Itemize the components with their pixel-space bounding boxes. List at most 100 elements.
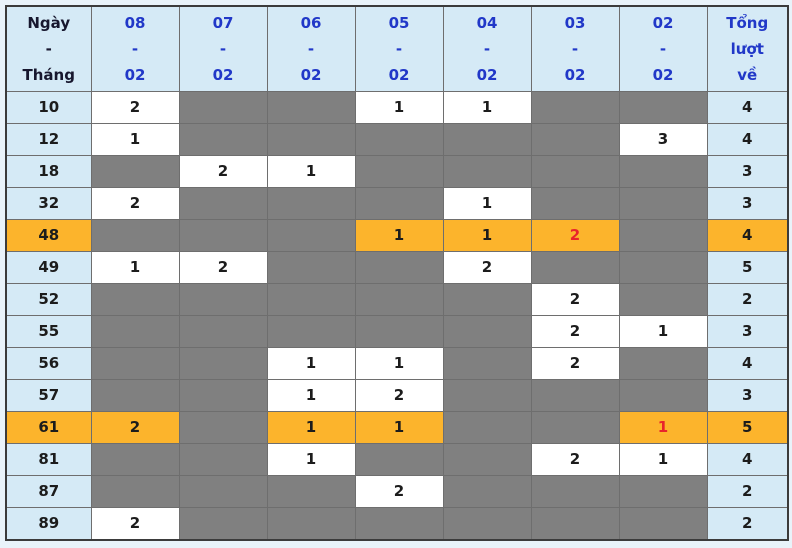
total-cell-32: 3 [706, 186, 789, 220]
header-row: Ngày - Tháng 08-02 07-02 06-02 05-02 04-02 03-02… [5, 5, 789, 92]
table-row-89: 89 2 2 [5, 506, 789, 541]
empty-cell-10-06-02 [266, 91, 356, 124]
count-cell-61-05-02: 1 [354, 410, 444, 444]
column-header-08-02-line: - [131, 40, 139, 58]
empty-cell-12-06-02 [266, 122, 356, 156]
empty-cell-81-04-02 [442, 442, 532, 476]
column-header-05-02-line: 05 [388, 14, 410, 32]
column-header-06-02-line: 06 [300, 14, 322, 32]
empty-cell-52-04-02 [442, 282, 532, 316]
empty-cell-48-07-02 [178, 218, 268, 252]
empty-cell-18-05-02 [354, 154, 444, 188]
column-header-05-02-line: 02 [388, 66, 410, 84]
empty-cell-12-07-02 [178, 122, 268, 156]
empty-cell-49-03-02 [530, 250, 620, 284]
empty-cell-56-02-02 [618, 346, 708, 380]
column-header-04-02-line: 04 [476, 14, 498, 32]
empty-cell-10-03-02 [530, 91, 620, 124]
empty-cell-49-02-02 [618, 250, 708, 284]
empty-cell-32-03-02 [530, 186, 620, 220]
count-cell-48-03-02: 2 [530, 218, 620, 252]
total-cell-12: 4 [706, 122, 789, 156]
table-row-48: 48 1 1 2 4 [5, 218, 789, 252]
table-row-87: 87 2 2 [5, 474, 789, 508]
empty-cell-57-04-02 [442, 378, 532, 412]
column-header-02-02-line: - [659, 40, 667, 58]
table-row-18: 18 2 1 3 [5, 154, 789, 188]
column-header-tong-luot-ve-line: lượt [730, 40, 764, 58]
empty-cell-55-07-02 [178, 314, 268, 348]
empty-cell-52-05-02 [354, 282, 444, 316]
column-header-tong-luot-ve-line: Tổng [726, 14, 769, 32]
empty-cell-57-08-02 [90, 378, 180, 412]
count-cell-10-05-02: 1 [354, 91, 444, 124]
row-label-87: 87 [5, 474, 92, 508]
lottery-frequency-table: Ngày - Tháng 08-02 07-02 06-02 05-02 04-02 03-02… [5, 5, 789, 541]
column-header-06-02-line: 02 [300, 66, 322, 84]
table-row-56: 56 1 1 2 4 [5, 346, 789, 380]
empty-cell-56-08-02 [90, 346, 180, 380]
empty-cell-57-02-02 [618, 378, 708, 412]
count-cell-10-08-02: 2 [90, 91, 180, 124]
empty-cell-10-02-02 [618, 91, 708, 124]
column-header-04-02: 04 - 02 [442, 5, 532, 92]
row-label-61: 61 [5, 410, 92, 444]
count-cell-56-05-02: 1 [354, 346, 444, 380]
empty-cell-52-06-02 [266, 282, 356, 316]
column-header-08-02: 08 - 02 [90, 5, 180, 92]
empty-cell-52-02-02 [618, 282, 708, 316]
empty-cell-56-04-02 [442, 346, 532, 380]
table-row-49: 49 1 2 2 5 [5, 250, 789, 284]
empty-cell-87-07-02 [178, 474, 268, 508]
empty-cell-81-05-02 [354, 442, 444, 476]
empty-cell-81-08-02 [90, 442, 180, 476]
table-row-55: 55 2 1 3 [5, 314, 789, 348]
column-header-04-02-line: 02 [476, 66, 498, 84]
empty-cell-55-06-02 [266, 314, 356, 348]
column-header-06-02: 06 - 02 [266, 5, 356, 92]
count-cell-56-06-02: 1 [266, 346, 356, 380]
column-header-ngay-thang-line: - [45, 40, 52, 58]
table-header: Ngày - Tháng 08-02 07-02 06-02 05-02 04-02 03-02… [5, 5, 789, 92]
row-label-57: 57 [5, 378, 92, 412]
count-cell-61-06-02: 1 [266, 410, 356, 444]
total-cell-56: 4 [706, 346, 789, 380]
empty-cell-87-06-02 [266, 474, 356, 508]
empty-cell-49-06-02 [266, 250, 356, 284]
empty-cell-49-05-02 [354, 250, 444, 284]
empty-cell-55-05-02 [354, 314, 444, 348]
empty-cell-61-03-02 [530, 410, 620, 444]
empty-cell-61-04-02 [442, 410, 532, 444]
row-label-52: 52 [5, 282, 92, 316]
empty-cell-10-07-02 [178, 91, 268, 124]
count-cell-89-08-02: 2 [90, 506, 180, 541]
total-cell-89: 2 [706, 506, 789, 541]
empty-cell-56-07-02 [178, 346, 268, 380]
empty-cell-87-02-02 [618, 474, 708, 508]
table-row-10: 10 2 1 1 4 [5, 91, 789, 124]
total-cell-49: 5 [706, 250, 789, 284]
total-cell-52: 2 [706, 282, 789, 316]
column-header-08-02-line: 02 [124, 66, 146, 84]
count-cell-48-04-02: 1 [442, 218, 532, 252]
count-cell-48-05-02: 1 [354, 218, 444, 252]
total-cell-57: 3 [706, 378, 789, 412]
table-row-57: 57 1 2 3 [5, 378, 789, 412]
empty-cell-89-02-02 [618, 506, 708, 541]
count-cell-81-03-02: 2 [530, 442, 620, 476]
empty-cell-12-04-02 [442, 122, 532, 156]
row-label-81: 81 [5, 442, 92, 476]
count-cell-32-08-02: 2 [90, 186, 180, 220]
table-row-81: 81 1 2 1 4 [5, 442, 789, 476]
empty-cell-52-08-02 [90, 282, 180, 316]
column-header-07-02-line: 02 [212, 66, 234, 84]
empty-cell-87-04-02 [442, 474, 532, 508]
empty-cell-89-03-02 [530, 506, 620, 541]
empty-cell-57-07-02 [178, 378, 268, 412]
total-cell-10: 4 [706, 91, 789, 124]
table-row-61: 61 2 1 1 1 5 [5, 410, 789, 444]
empty-cell-12-03-02 [530, 122, 620, 156]
empty-cell-32-05-02 [354, 186, 444, 220]
count-cell-32-04-02: 1 [442, 186, 532, 220]
total-cell-87: 2 [706, 474, 789, 508]
